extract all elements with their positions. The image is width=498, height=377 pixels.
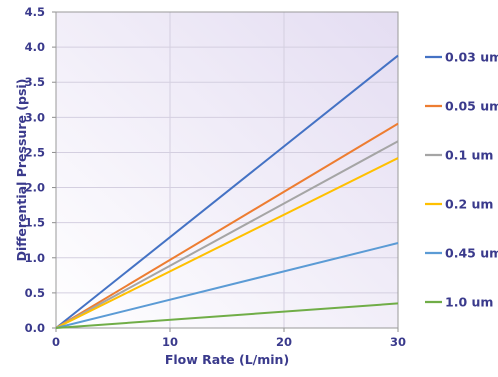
legend-label: 0.2 um: [445, 197, 493, 212]
series-line: [55, 140, 399, 329]
y-tick-label: 0.5: [25, 286, 45, 300]
y-tick-label: 3.5: [25, 75, 45, 89]
plot-border: [55, 11, 399, 329]
x-tick-label: 0: [52, 335, 60, 349]
y-tick-label: 4.0: [25, 40, 45, 54]
series: [55, 54, 399, 329]
legend-item: 0.1 um: [425, 148, 493, 163]
legend-label: 0.45 um: [445, 246, 498, 261]
legend-item: 0.03 um: [425, 50, 498, 65]
tick-labels: 0.0 0.5 1.0 1.5 2.0 2.5 3.0 3.5 4.0 4.5 0 10 20 30: [25, 5, 406, 349]
x-tick-label: 20: [276, 335, 292, 349]
y-tick-label: 3.0: [25, 110, 45, 124]
legend-label: 0.05 um: [445, 99, 498, 114]
series-line: [55, 242, 399, 329]
legend-item: 0.45 um: [425, 246, 498, 261]
y-tick-label: 4.5: [25, 5, 45, 19]
y-tick-label: 0.0: [25, 321, 45, 335]
series-line: [55, 54, 399, 329]
x-tick-label: 30: [390, 335, 406, 349]
legend-label: 0.1 um: [445, 148, 493, 163]
legend-item: 1.0 um: [425, 295, 493, 310]
y-tick-label: 1.5: [25, 216, 45, 230]
series-line: [55, 122, 399, 329]
plot-area: [56, 12, 398, 328]
y-tick-label: 2.5: [25, 145, 45, 159]
series-line: [55, 302, 399, 329]
y-axis-title: Differential Pressure (psi): [14, 79, 29, 262]
legend-label: 1.0 um: [445, 295, 493, 310]
legend-label: 0.03 um: [445, 50, 498, 65]
y-tick-label: 2.0: [25, 181, 45, 195]
series-line: [55, 157, 399, 329]
y-tick-label: 1.0: [25, 251, 45, 265]
x-axis-title: Flow Rate (L/min): [165, 352, 289, 367]
legend: 0.03 um 0.05 um 0.1 um 0.2 um 0.45 um 1.0 um: [425, 50, 498, 310]
axes: [52, 11, 399, 332]
legend-item: 0.05 um: [425, 99, 498, 114]
legend-item: 0.2 um: [425, 197, 493, 212]
x-tick-label: 10: [162, 335, 178, 349]
gridlines: [56, 12, 398, 328]
